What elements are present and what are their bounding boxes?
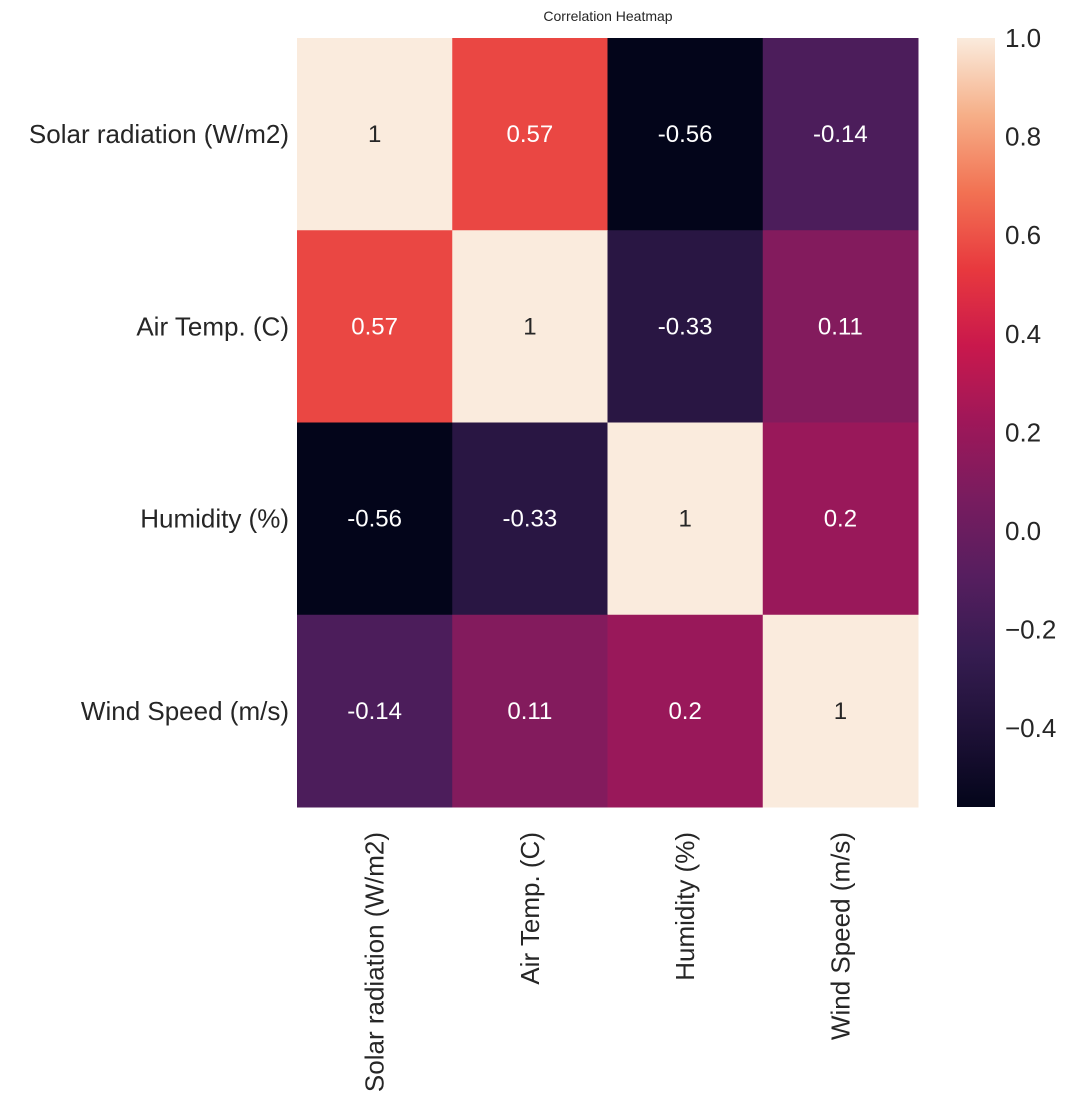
heatmap-cell — [297, 422, 453, 616]
colorbar: 1.0 0.8 0.6 0.4 0.2 0.0 −0.2 −0.4 — [957, 23, 1056, 807]
colorbar-gradient — [957, 38, 995, 807]
row-label: Air Temp. (C) — [136, 311, 289, 341]
heatmap-cell — [452, 422, 608, 616]
colorbar-tick-label: 1.0 — [1005, 23, 1041, 53]
row-label: Humidity (%) — [140, 504, 289, 534]
column-label: Wind Speed (m/s) — [825, 832, 855, 1040]
column-label: Humidity (%) — [670, 832, 700, 981]
heatmap-cell-label: 0.57 — [507, 121, 554, 148]
heatmap-cell — [762, 614, 919, 808]
heatmap-cell-label: -0.56 — [658, 121, 713, 148]
column-label: Air Temp. (C) — [515, 832, 545, 985]
colorbar-tick-label: 0.0 — [1005, 516, 1041, 546]
heatmap-cell-label: 1 — [834, 698, 847, 725]
heatmap-cell-label: 0.2 — [824, 506, 857, 533]
colorbar-tick-label: 0.4 — [1005, 319, 1041, 349]
heatmap-cell-label: 1 — [523, 313, 536, 340]
heatmap-cell-label: -0.33 — [503, 506, 558, 533]
colorbar-tick-label: 0.2 — [1005, 417, 1041, 447]
heatmap-cells — [297, 38, 919, 808]
heatmap-cell-label: 1 — [678, 506, 691, 533]
heatmap-cell — [762, 422, 919, 616]
heatmap-cell-label: 0.57 — [351, 313, 398, 340]
heatmap-cell-label: -0.14 — [347, 698, 402, 725]
heatmap-cell — [452, 230, 608, 423]
chart-title: Correlation Heatmap — [543, 8, 672, 24]
column-label: Solar radiation (W/m2) — [360, 832, 390, 1092]
heatmap-cell — [762, 38, 919, 231]
colorbar-tick-label: −0.4 — [1005, 713, 1056, 743]
heatmap-cell-label: -0.33 — [658, 313, 713, 340]
heatmap-cell — [452, 38, 608, 231]
row-label: Solar radiation (W/m2) — [29, 119, 289, 149]
heatmap-cell-label: 1 — [368, 121, 381, 148]
heatmap-cell — [607, 38, 764, 231]
column-labels: Solar radiation (W/m2) Air Temp. (C) Humid… — [360, 832, 856, 1092]
heatmap-cell — [297, 230, 453, 423]
heatmap-cell-labels: 1 0.57 -0.56 -0.14 0.57 1 -0.33 0.11 -0.56 -0.33 1… — [347, 121, 867, 725]
colorbar-tick-label: −0.2 — [1005, 615, 1056, 645]
heatmap-cell — [297, 614, 453, 808]
colorbar-tick-label: 0.6 — [1005, 220, 1041, 250]
heatmap-cell-label: -0.14 — [813, 121, 868, 148]
colorbar-tick-label: 0.8 — [1005, 122, 1041, 152]
heatmap-cell — [607, 422, 764, 616]
heatmap-cell-label: 0.11 — [507, 698, 552, 725]
heatmap-cell — [607, 230, 764, 423]
heatmap-cell — [297, 38, 453, 231]
heatmap-cell — [607, 614, 764, 808]
heatmap-cell-label: 0.11 — [818, 313, 863, 340]
heatmap-cell-label: -0.56 — [347, 506, 402, 533]
row-label: Wind Speed (m/s) — [81, 696, 289, 726]
heatmap-cell — [762, 230, 919, 423]
heatmap-cell-label: 0.2 — [668, 698, 701, 725]
heatmap-cell — [452, 614, 608, 808]
row-labels: Solar radiation (W/m2) Air Temp. (C) Humid… — [29, 119, 289, 726]
